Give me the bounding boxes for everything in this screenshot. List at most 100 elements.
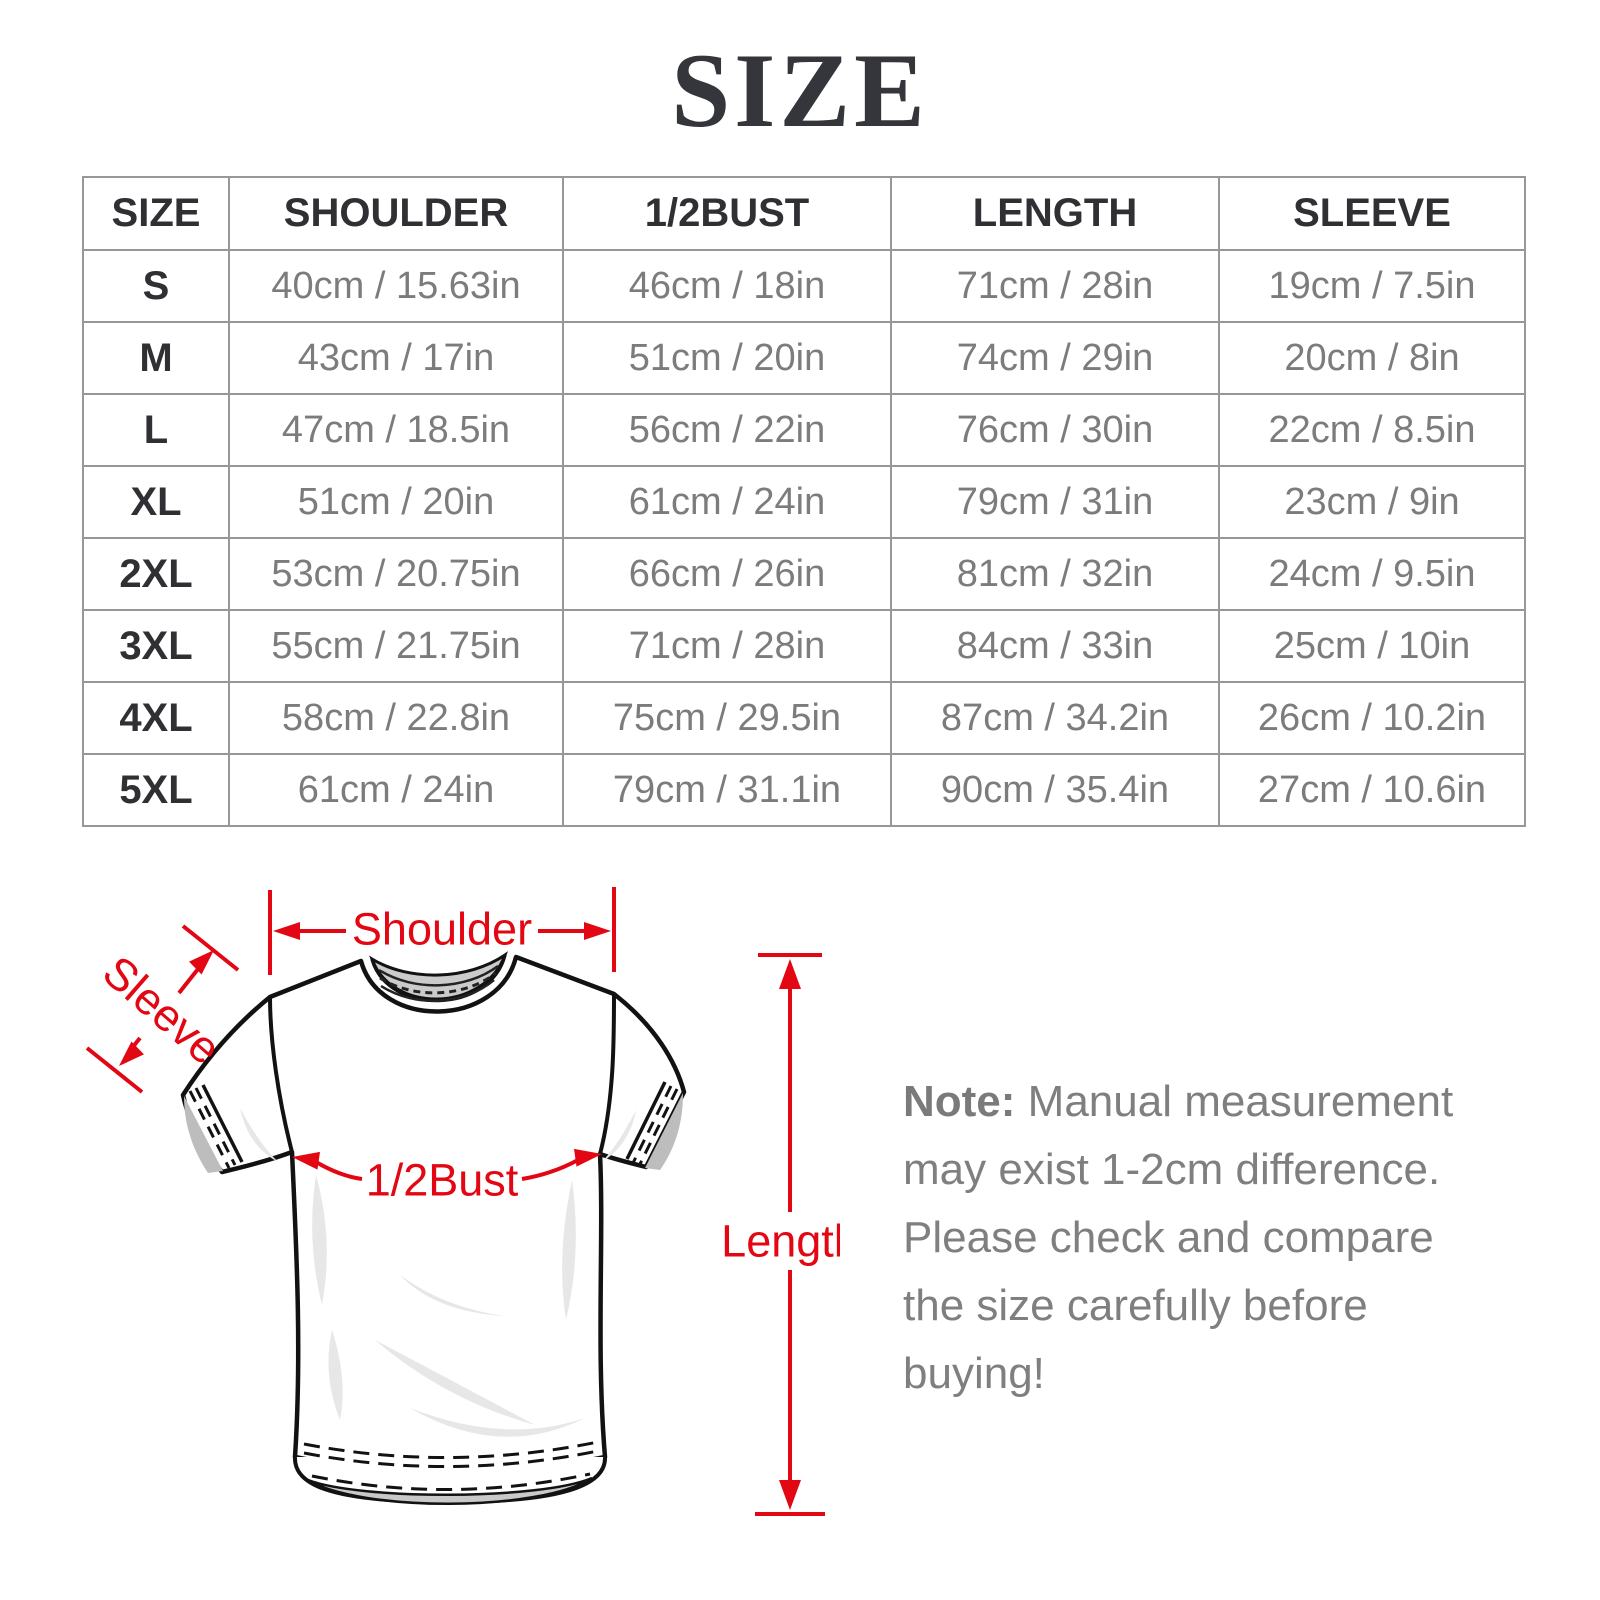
shoulder-value: 61cm / 24in: [228, 753, 564, 827]
bust-value: 75cm / 29.5in: [562, 681, 892, 755]
left-cuff-stitch-1: [188, 1090, 231, 1169]
measurement-note: Note: Manual measurement may exist 1-2cm…: [903, 1068, 1503, 1408]
table-row: 5XL 61cm / 24in 79cm / 31.1in 90cm / 35.…: [82, 753, 1526, 827]
size-label: 2XL: [82, 537, 230, 611]
length-value: 76cm / 30in: [890, 393, 1220, 467]
right-cuff-stitch-1: [637, 1088, 679, 1167]
bust-value: 71cm / 28in: [562, 609, 892, 683]
table-row: XL 51cm / 20in 61cm / 24in 79cm / 31in 2…: [82, 465, 1526, 539]
shoulder-value: 47cm / 18.5in: [228, 393, 564, 467]
bottom-hem: [292, 1440, 608, 1505]
sleeve-value: 27cm / 10.6in: [1218, 753, 1526, 827]
sleeve-label: Sleeve: [93, 946, 230, 1075]
shoulder-value: 40cm / 15.63in: [228, 249, 564, 323]
shoulder-value: 55cm / 21.75in: [228, 609, 564, 683]
bust-arrowhead-left: [292, 1151, 320, 1170]
right-cuff-stitch-2: [631, 1085, 673, 1164]
table-row: 4XL 58cm / 22.8in 75cm / 29.5in 87cm / 3…: [82, 681, 1526, 755]
column-header-sleeve: SLEEVE: [1218, 176, 1526, 251]
bust-value: 61cm / 24in: [562, 465, 892, 539]
right-cuff-seam: [625, 1081, 667, 1160]
bust-value: 46cm / 18in: [562, 249, 892, 323]
column-header-shoulder: SHOULDER: [228, 176, 564, 251]
left-cuff-inside: [184, 1096, 223, 1173]
sleeve-upper-shaft: [177, 967, 200, 995]
shoulder-annotation: Shoulder: [268, 887, 616, 975]
table-row: S 40cm / 15.63in 46cm / 18in 71cm / 28in…: [82, 249, 1526, 323]
shoulder-value: 43cm / 17in: [228, 321, 564, 395]
size-label: S: [82, 249, 230, 323]
size-label: XL: [82, 465, 230, 539]
bust-value: 51cm / 20in: [562, 321, 892, 395]
tshirt-outline: [180, 954, 687, 1476]
left-cuff: [184, 1084, 244, 1173]
note-body: Manual measurement may exist 1-2cm diffe…: [903, 1077, 1454, 1398]
table-header-row: SIZE SHOULDER 1/2BUST LENGTH SLEEVE: [82, 176, 1526, 251]
length-value: 81cm / 32in: [890, 537, 1220, 611]
size-label: 3XL: [82, 609, 230, 683]
sleeve-upper-cap: [181, 924, 240, 972]
bust-value: 56cm / 22in: [562, 393, 892, 467]
bust-shaft-left: [314, 1160, 363, 1181]
shoulder-label: Shoulder: [352, 904, 532, 955]
tshirt-measure-diagram: Shoulder Sleeve 1/2Bust: [85, 887, 840, 1516]
sleeve-value: 24cm / 9.5in: [1218, 537, 1526, 611]
size-label: 4XL: [82, 681, 230, 755]
length-label: Length: [721, 1216, 840, 1267]
sleeve-value: 20cm / 8in: [1218, 321, 1526, 395]
bust-label: 1/2Bust: [366, 1155, 519, 1206]
collar: [369, 951, 509, 1003]
length-annotation: Length: [721, 953, 840, 1516]
neck-tape-top: [378, 964, 499, 987]
shoulder-value: 51cm / 20in: [228, 465, 564, 539]
neck-tape-stitching: [379, 971, 497, 995]
length-value: 71cm / 28in: [890, 249, 1220, 323]
length-arrowhead-up: [779, 959, 801, 989]
length-value: 74cm / 29in: [890, 321, 1220, 395]
length-value: 79cm / 31in: [890, 465, 1220, 539]
hem-stitch-2: [303, 1449, 599, 1468]
left-sleeve-seam: [268, 996, 294, 1153]
size-label: L: [82, 393, 230, 467]
tshirt-drawing: [180, 951, 687, 1505]
shoulder-arrowhead-left: [273, 922, 300, 940]
left-cuff-seam: [201, 1084, 244, 1163]
bust-value: 79cm / 31.1in: [562, 753, 892, 827]
sleeve-value: 22cm / 8.5in: [1218, 393, 1526, 467]
size-table: SIZE SHOULDER 1/2BUST LENGTH SLEEVE S 40…: [82, 176, 1526, 827]
right-cuff-inside: [645, 1093, 683, 1170]
bust-value: 66cm / 26in: [562, 537, 892, 611]
hem-roll-stitch: [311, 1472, 591, 1492]
bust-arrowhead-right: [574, 1148, 602, 1167]
sleeve-value: 26cm / 10.2in: [1218, 681, 1526, 755]
right-cuff: [625, 1081, 683, 1170]
note-label: Note:: [903, 1077, 1016, 1126]
table-row: L 47cm / 18.5in 56cm / 22in 76cm / 30in …: [82, 393, 1526, 467]
shoulder-value: 53cm / 20.75in: [228, 537, 564, 611]
hem-stitch-1: [303, 1440, 599, 1459]
wrinkle-shading: [240, 1108, 636, 1437]
bust-annotation: 1/2Bust: [292, 1148, 602, 1206]
column-header-size: SIZE: [82, 176, 230, 251]
neck-tape-bottom: [380, 979, 495, 1002]
page-title: SIZE: [671, 32, 929, 149]
sleeve-lower-cap: [85, 1046, 144, 1094]
sleeve-value: 25cm / 10in: [1218, 609, 1526, 683]
hem-roll-underside: [307, 1476, 593, 1505]
left-cuff-stitch-2: [194, 1087, 237, 1166]
length-value: 84cm / 33in: [890, 609, 1220, 683]
bust-shaft-right: [521, 1158, 579, 1181]
length-arrowhead-down: [779, 1480, 801, 1510]
size-label: M: [82, 321, 230, 395]
sleeve-value: 23cm / 9in: [1218, 465, 1526, 539]
table-row: M 43cm / 17in 51cm / 20in 74cm / 29in 20…: [82, 321, 1526, 395]
table-row: 3XL 55cm / 21.75in 71cm / 28in 84cm / 33…: [82, 609, 1526, 683]
length-value: 87cm / 34.2in: [890, 681, 1220, 755]
sleeve-arrowhead-up: [189, 950, 214, 975]
right-sleeve-seam: [598, 993, 616, 1155]
shoulder-value: 58cm / 22.8in: [228, 681, 564, 755]
column-header-length: LENGTH: [890, 176, 1220, 251]
length-value: 90cm / 35.4in: [890, 753, 1220, 827]
size-label: 5XL: [82, 753, 230, 827]
